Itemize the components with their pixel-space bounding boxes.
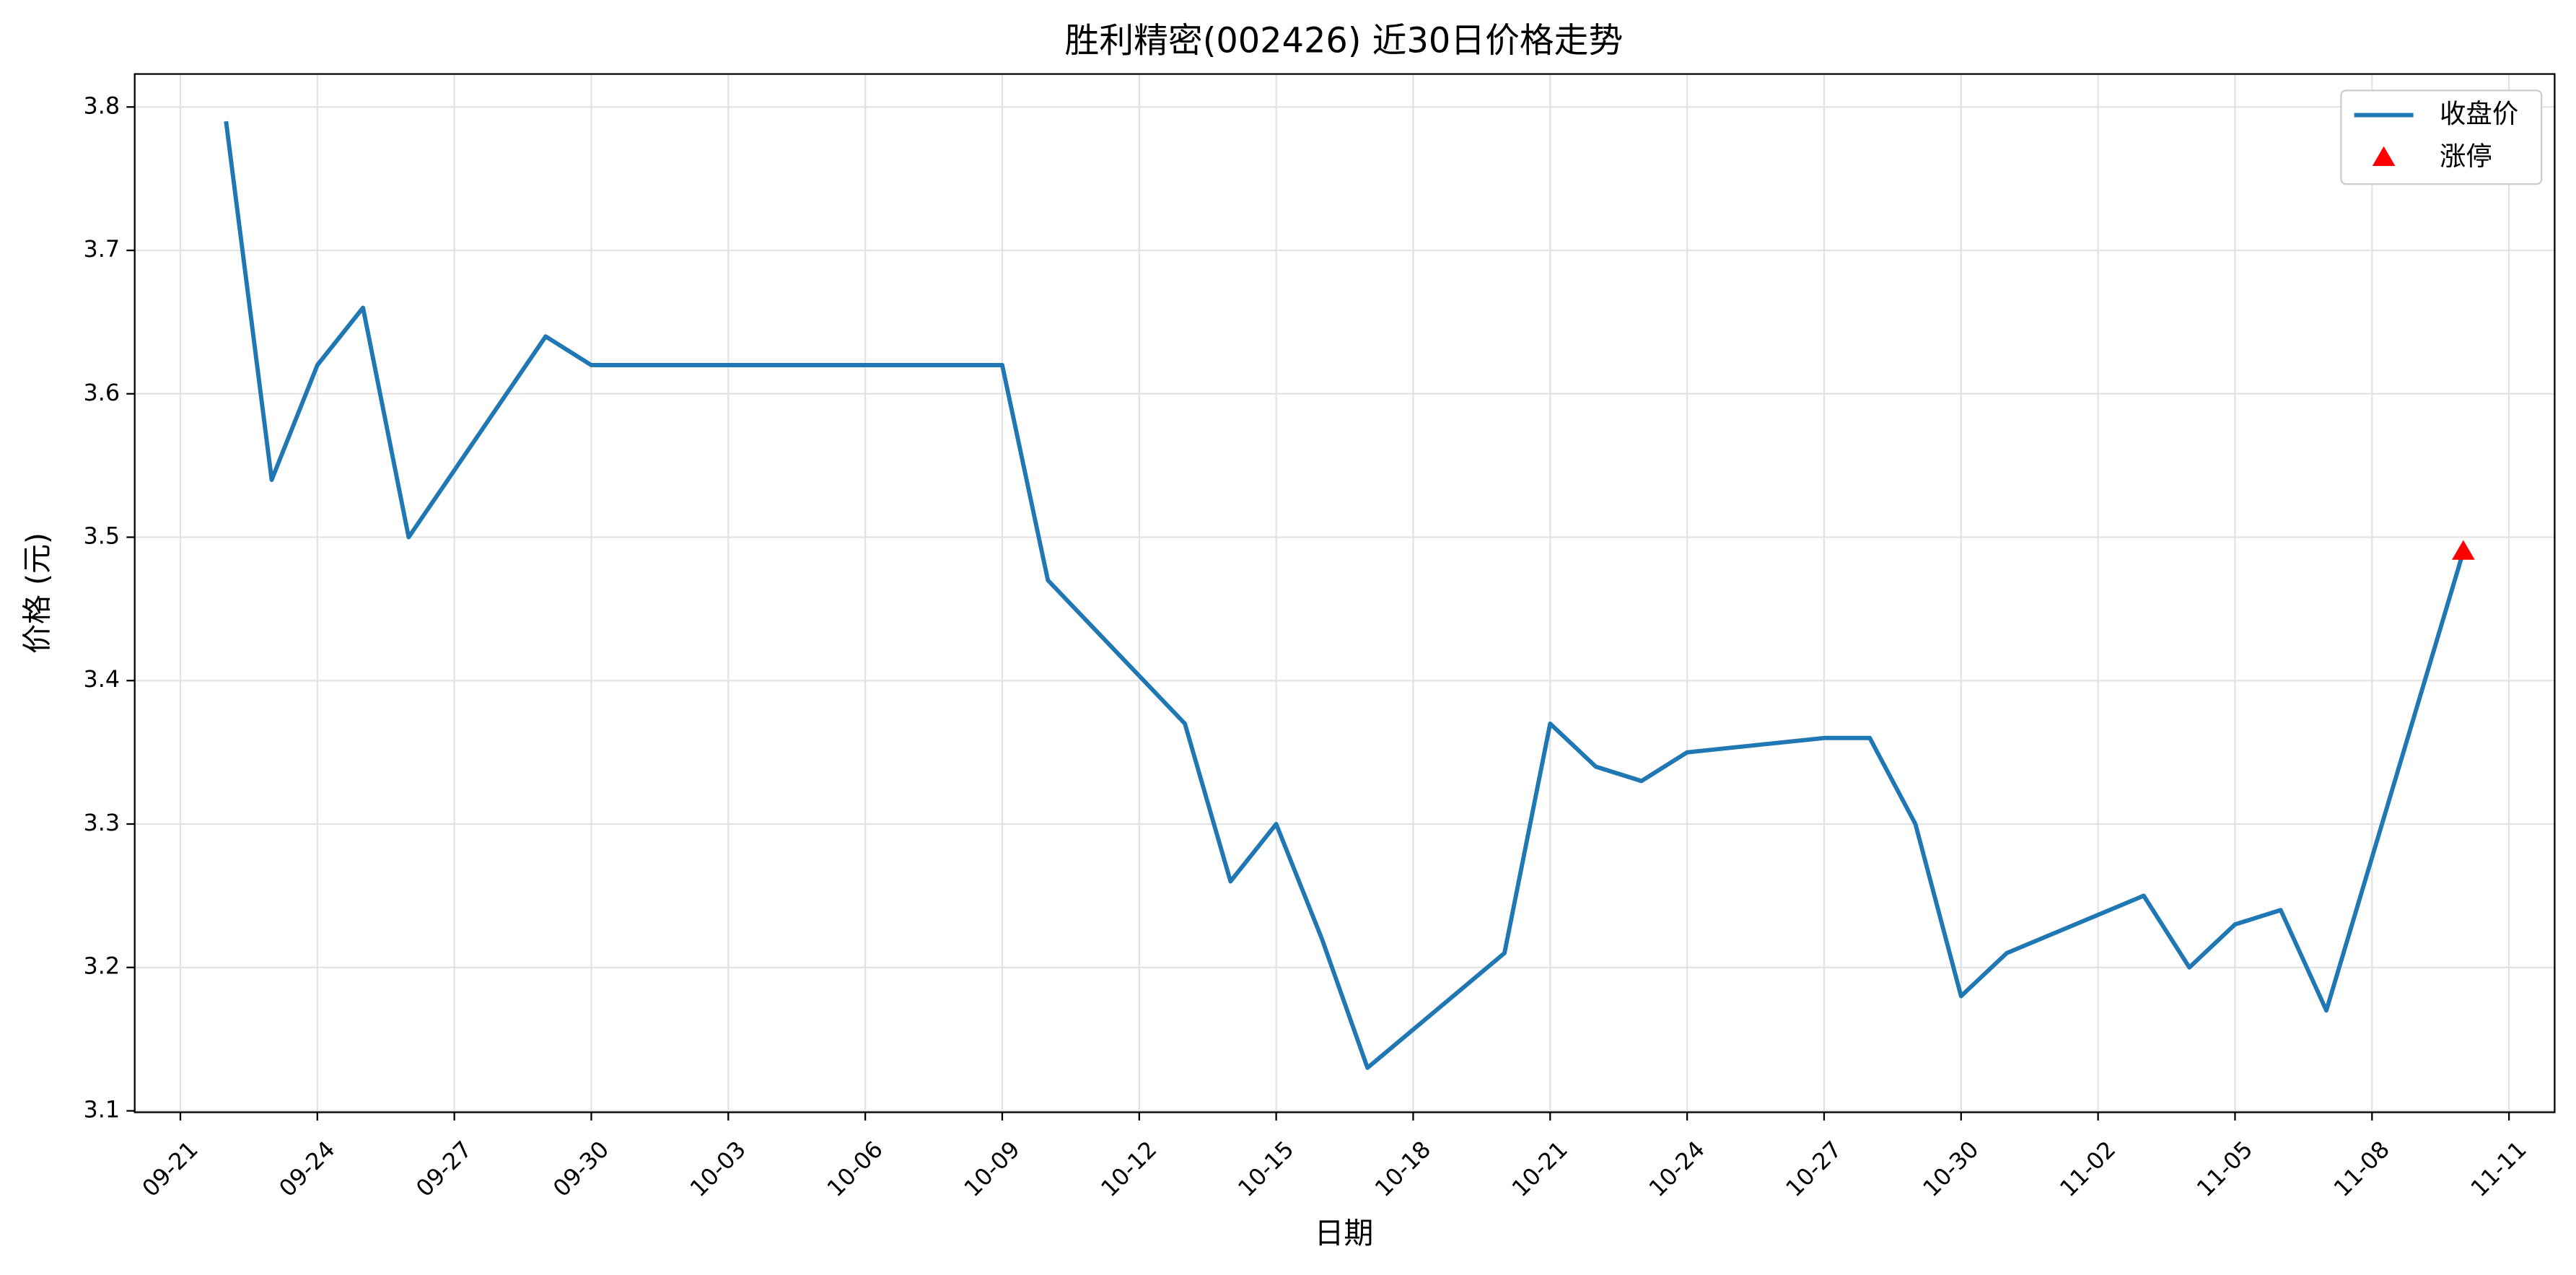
legend-label: 收盘价 <box>2440 98 2518 129</box>
chart-title: 胜利精密(002426) 近30日价格走势 <box>1065 21 1624 61</box>
y-tick-label: 3.5 <box>84 522 121 550</box>
y-axis-label: 价格 (元) <box>20 533 55 654</box>
y-tick-label: 3.1 <box>84 1096 121 1123</box>
legend-label: 涨停 <box>2440 141 2492 172</box>
legend-marker <box>2372 146 2396 167</box>
limit-up-marker <box>2452 540 2475 560</box>
y-tick-label: 3.7 <box>84 235 121 263</box>
y-tick-label: 3.8 <box>84 92 121 119</box>
y-tick-label: 3.2 <box>84 952 121 980</box>
y-tick-label: 3.3 <box>84 809 121 836</box>
y-tick-label: 3.4 <box>84 665 121 693</box>
plot-frame <box>133 73 2556 1113</box>
price-line <box>224 121 2466 1070</box>
x-axis-label: 日期 <box>1314 1216 1373 1250</box>
y-tick-label: 3.6 <box>84 379 121 406</box>
